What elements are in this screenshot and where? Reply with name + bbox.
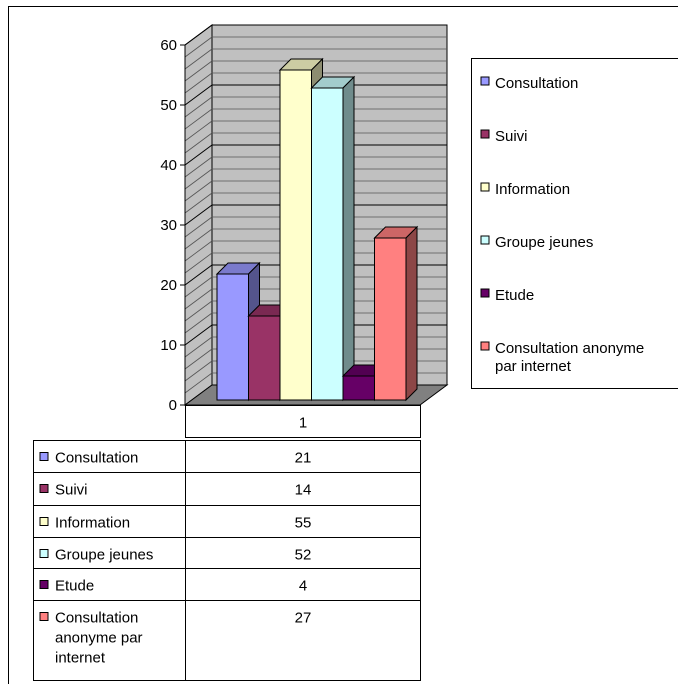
table-header-label: 1 — [299, 415, 307, 432]
y-tick-label: 50 — [160, 97, 177, 114]
bar-front — [249, 316, 281, 400]
legend-label: par internet — [495, 358, 572, 375]
bar — [375, 227, 418, 400]
table-row-label: Information — [55, 515, 130, 532]
table-row-label: Suivi — [55, 482, 88, 499]
table-swatch — [40, 518, 48, 526]
y-tick-label: 20 — [160, 277, 177, 294]
legend-swatch — [481, 289, 489, 297]
legend-swatch — [481, 130, 489, 138]
table-row-label: Consultation — [55, 450, 138, 467]
table-value: 21 — [295, 450, 312, 467]
y-tick-label: 30 — [160, 217, 177, 234]
table-value: 4 — [299, 578, 307, 595]
legend-label: Consultation — [495, 75, 578, 92]
legend-label: Suivi — [495, 128, 528, 145]
legend-label: Groupe jeunes — [495, 234, 593, 251]
legend-swatch — [481, 236, 489, 244]
y-tick-label: 40 — [160, 157, 177, 174]
table-value: 52 — [295, 547, 312, 564]
legend-swatch — [481, 183, 489, 191]
table-row-label: Groupe jeunes — [55, 547, 153, 564]
table-value: 55 — [295, 515, 312, 532]
y-tick-label: 10 — [160, 337, 177, 354]
bar-side — [406, 227, 417, 400]
y-tick-label: 0 — [169, 397, 177, 414]
table-row-label: Consultation — [55, 610, 138, 627]
legend-label: Consultation anonyme — [495, 340, 644, 357]
table-swatch — [40, 485, 48, 493]
legend-label: Information — [495, 181, 570, 198]
table-row-label: internet — [55, 650, 106, 667]
table-swatch — [40, 581, 48, 589]
bar-front — [312, 88, 344, 400]
bar — [312, 77, 355, 400]
legend-swatch — [481, 342, 489, 350]
legend-box — [472, 59, 678, 389]
bar-side — [343, 77, 354, 400]
table-swatch — [40, 613, 48, 621]
table-value: 14 — [295, 482, 312, 499]
bar-front — [280, 70, 312, 400]
table-swatch — [40, 453, 48, 461]
legend-swatch — [481, 77, 489, 85]
table-value: 27 — [295, 610, 312, 627]
table-row-label: Etude — [55, 578, 94, 595]
bar-front — [375, 238, 407, 400]
table-swatch — [40, 550, 48, 558]
legend: Consultation Suivi Information Groupe jeune… — [472, 59, 678, 389]
y-tick-label: 60 — [160, 37, 177, 54]
table-row-label: anonyme par — [55, 630, 143, 647]
bar-front — [343, 376, 375, 400]
legend-label: Etude — [495, 287, 534, 304]
bar-front — [217, 274, 249, 400]
